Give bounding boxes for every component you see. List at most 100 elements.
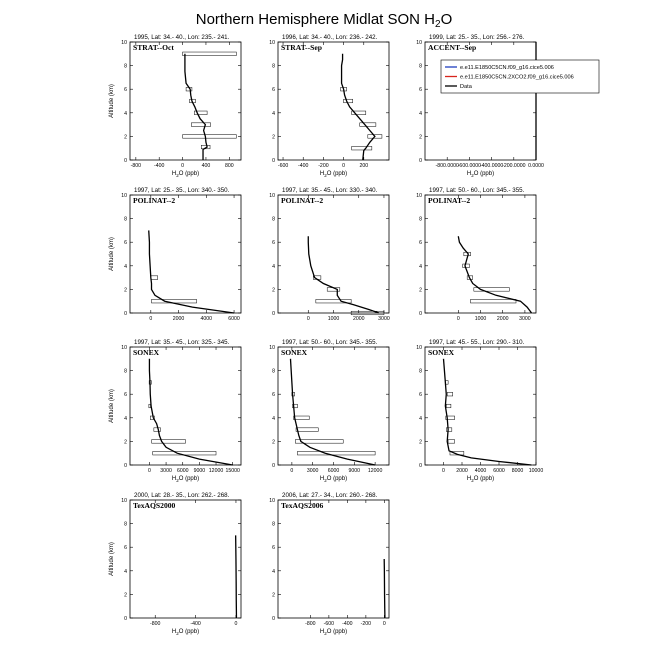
x-tick-label: 0 [235,621,238,627]
y-tick-label: 4 [272,569,275,575]
panel-label: TexAQS2006 [281,501,324,510]
data-profile-line [148,358,233,466]
x-tick-label: 0 [457,316,460,322]
y-axis-label: Altitude (km) [109,237,115,271]
figure-title: Northern Hemisphere Midlat SON H2O [196,11,452,30]
panel-frame [424,194,537,314]
y-axis-label: Altitude (km) [109,542,115,576]
y-tick-label: 0 [272,158,275,164]
x-tick-label: -400 [190,621,200,627]
panel-frame [129,194,242,314]
x-tick-label: 10000 [529,468,544,474]
x-tick-label: 800 [225,163,234,169]
y-axis-label: Altitude (km) [109,84,115,118]
y-tick-label: 4 [419,416,422,422]
x-tick-label: -400.0000 [480,163,503,169]
y-tick-label: 10 [121,345,127,351]
x-tick-label: -600.0000 [458,163,481,169]
panel-frame [129,499,242,619]
y-tick-label: 8 [124,64,127,70]
panel-header: 1995, Lat: 34.- 40., Lon: 235.- 241. [134,34,230,41]
x-tick-label: 1000 [328,316,340,322]
y-tick-label: 0 [124,158,127,164]
y-tick-label: 10 [121,193,127,199]
panel-1: 1995, Lat: 34.- 40., Lon: 235.- 241. STRA… [109,34,242,178]
panel-label: POLINAT--2 [428,196,470,205]
x-tick-label: 3000 [160,468,172,474]
x-tick-label: -400 [154,163,164,169]
data-range-box [182,51,237,56]
panel-frame [129,346,242,466]
panel-frame [129,41,242,161]
y-tick-label: 4 [272,111,275,117]
y-tick-label: 0 [272,311,275,317]
x-tick-label: -800 [131,163,141,169]
legend-entry: e.e11.E1850C5CN.f09_g16.cice5.006 [460,65,554,71]
y-tick-label: 2 [419,134,422,140]
y-tick-label: 10 [416,193,422,199]
data-range-box [295,439,344,444]
x-axis-label: H2O (ppb) [172,476,199,483]
x-axis-label: H2O (ppb) [467,171,494,178]
x-tick-label: 3000 [378,316,390,322]
data-range-box [292,403,298,409]
y-tick-label: 0 [124,463,127,469]
y-tick-label: 8 [272,64,275,70]
panel-10: 2000, Lat: 28.- 35., Lon: 262.- 268. TexA… [109,492,242,636]
panel-header: 1997, Lat: 35.- 45., Lon: 330.- 340. [282,187,378,194]
panel-3: 1999, Lat: 25.- 35., Lon: 256.- 276. ACCE… [416,34,544,178]
y-tick-label: 2 [419,439,422,445]
panel-header: 1999, Lat: 25.- 35., Lon: 256.- 276. [429,34,525,41]
y-tick-label: 0 [419,463,422,469]
panel-label: POLINAT--2 [133,196,175,205]
panel-header: 1997, Lat: 50.- 60., Lon: 345.- 355. [429,187,525,194]
x-tick-label: 2000 [353,316,365,322]
panel-5: 1997, Lat: 35.- 45., Lon: 330.- 340. POLI… [269,187,390,322]
panel-header: 2006, Lat: 27.- 34., Lon: 260.- 268. [282,492,378,499]
data-range-box [297,451,376,456]
x-tick-label: 0 [307,316,310,322]
data-range-box [182,134,237,139]
x-tick-label: 12000 [209,468,224,474]
x-tick-label: 0 [290,468,293,474]
panel-7: 1997, Lat: 35.- 45., Lon: 325.- 345. SONE… [109,339,242,483]
x-tick-label: 4000 [201,316,213,322]
x-tick-label: -200 [318,163,328,169]
y-tick-label: 10 [121,40,127,46]
data-range-box [447,439,455,444]
legend-entry: Data [460,84,473,90]
panel-frame [277,346,390,466]
y-tick-label: 4 [124,569,127,575]
y-tick-label: 10 [416,40,422,46]
x-tick-label: 1000 [475,316,487,322]
y-tick-label: 4 [124,111,127,117]
x-axis-label: H2O (ppb) [172,629,199,636]
y-tick-label: 8 [419,369,422,375]
y-tick-label: 4 [272,416,275,422]
x-tick-label: 15000 [225,468,240,474]
x-tick-label: 6000 [328,468,340,474]
y-tick-label: 6 [272,545,275,551]
x-tick-label: -800.0000 [436,163,459,169]
data-range-box [150,275,158,280]
panel-6: 1997, Lat: 50.- 60., Lon: 345.- 355. POLI… [416,187,537,322]
panels-group: 1995, Lat: 34.- 40., Lon: 235.- 241. STRA… [109,34,544,636]
panel-label: SONEX [133,348,160,357]
y-tick-label: 10 [269,193,275,199]
x-tick-label: 0.0000 [528,163,544,169]
x-tick-label: 8000 [512,468,524,474]
data-range-box [153,427,161,432]
x-tick-label: -400 [298,163,308,169]
x-tick-label: 2000 [456,468,468,474]
y-tick-label: 2 [272,439,275,445]
x-tick-label: 12000 [368,468,383,474]
y-tick-label: 2 [124,134,127,140]
data-range-box [445,415,455,420]
panel-label: STRAT--Oct [133,43,174,52]
y-tick-label: 2 [272,287,275,293]
x-tick-label: 0 [148,468,151,474]
y-tick-label: 0 [124,616,127,622]
data-range-box [201,145,211,150]
y-tick-label: 4 [124,264,127,270]
